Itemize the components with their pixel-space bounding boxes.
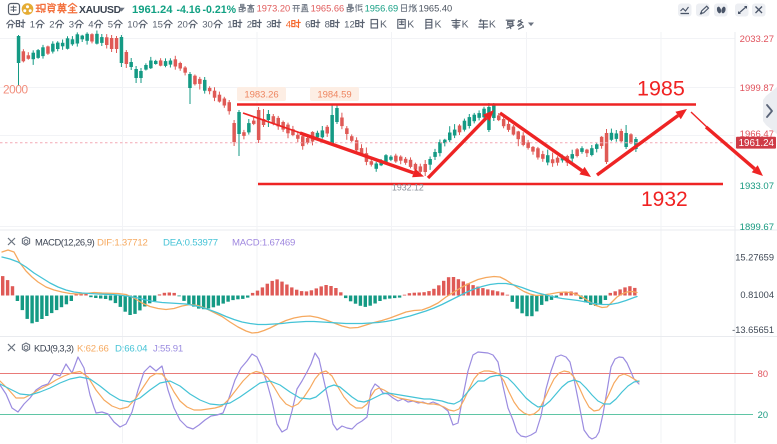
svg-text:1933.07: 1933.07 (740, 181, 774, 192)
svg-text:K: K (407, 20, 414, 31)
svg-text:1956.69: 1956.69 (365, 3, 399, 13)
svg-text:1999.87: 1999.87 (740, 83, 774, 94)
svg-text:15: 15 (152, 20, 163, 31)
svg-text:1965.66: 1965.66 (311, 3, 345, 13)
svg-text:8: 8 (325, 20, 330, 31)
svg-text:1983.26: 1983.26 (244, 90, 278, 101)
svg-text:2: 2 (49, 20, 54, 31)
svg-text:1965.40: 1965.40 (419, 3, 453, 13)
svg-text:20: 20 (177, 20, 188, 31)
svg-text:80: 80 (758, 369, 768, 379)
svg-text:-0.21%: -0.21% (203, 4, 237, 16)
svg-text:DEA:0.53977: DEA:0.53977 (163, 238, 218, 249)
svg-text:1985: 1985 (637, 77, 685, 101)
svg-text:1961.24: 1961.24 (739, 138, 775, 149)
svg-text:4: 4 (88, 20, 94, 31)
svg-text:K: K (489, 20, 496, 31)
svg-text:XAUUSD: XAUUSD (79, 5, 122, 16)
svg-text:12: 12 (344, 20, 355, 31)
svg-text:-13.65651: -13.65651 (732, 325, 774, 335)
svg-text:2: 2 (247, 20, 252, 31)
svg-text:DIF:1.37712: DIF:1.37712 (97, 238, 148, 249)
svg-text:30: 30 (202, 20, 213, 31)
svg-text:6: 6 (305, 20, 310, 31)
svg-text:1966.47: 1966.47 (740, 129, 774, 140)
svg-text:15.27659: 15.27659 (735, 253, 774, 263)
svg-text:1899.67: 1899.67 (740, 222, 774, 233)
svg-text:D:66.04: D:66.04 (115, 344, 148, 355)
svg-text:1: 1 (30, 20, 35, 31)
svg-text:3: 3 (69, 20, 74, 31)
svg-text:1: 1 (227, 20, 232, 31)
svg-text:2000: 2000 (3, 83, 28, 97)
svg-text:K:62.66: K:62.66 (77, 344, 109, 355)
svg-text:1984.59: 1984.59 (317, 90, 351, 101)
svg-text:2033.27: 2033.27 (740, 34, 774, 45)
svg-text:10: 10 (127, 20, 138, 31)
svg-text:-4.16: -4.16 (177, 4, 201, 16)
svg-text:3: 3 (266, 20, 271, 31)
svg-text:MACD(12,26,9): MACD(12,26,9) (35, 237, 95, 248)
svg-text:K: K (380, 20, 387, 31)
svg-text:K: K (434, 20, 441, 31)
svg-text:1932.12: 1932.12 (392, 183, 424, 193)
svg-text:K: K (462, 20, 469, 31)
svg-text:KDJ(9,3,3): KDJ(9,3,3) (34, 344, 74, 354)
svg-text:J:55.91: J:55.91 (153, 344, 183, 355)
svg-text:MACD:1.67469: MACD:1.67469 (232, 238, 295, 249)
svg-text:0.81004: 0.81004 (740, 290, 774, 300)
svg-text:1973.20: 1973.20 (257, 3, 291, 13)
svg-text:20: 20 (758, 410, 768, 420)
svg-text:1961.24: 1961.24 (132, 4, 173, 16)
svg-text:4: 4 (286, 20, 292, 31)
svg-text:1932: 1932 (641, 188, 688, 211)
svg-text:5: 5 (108, 20, 113, 31)
